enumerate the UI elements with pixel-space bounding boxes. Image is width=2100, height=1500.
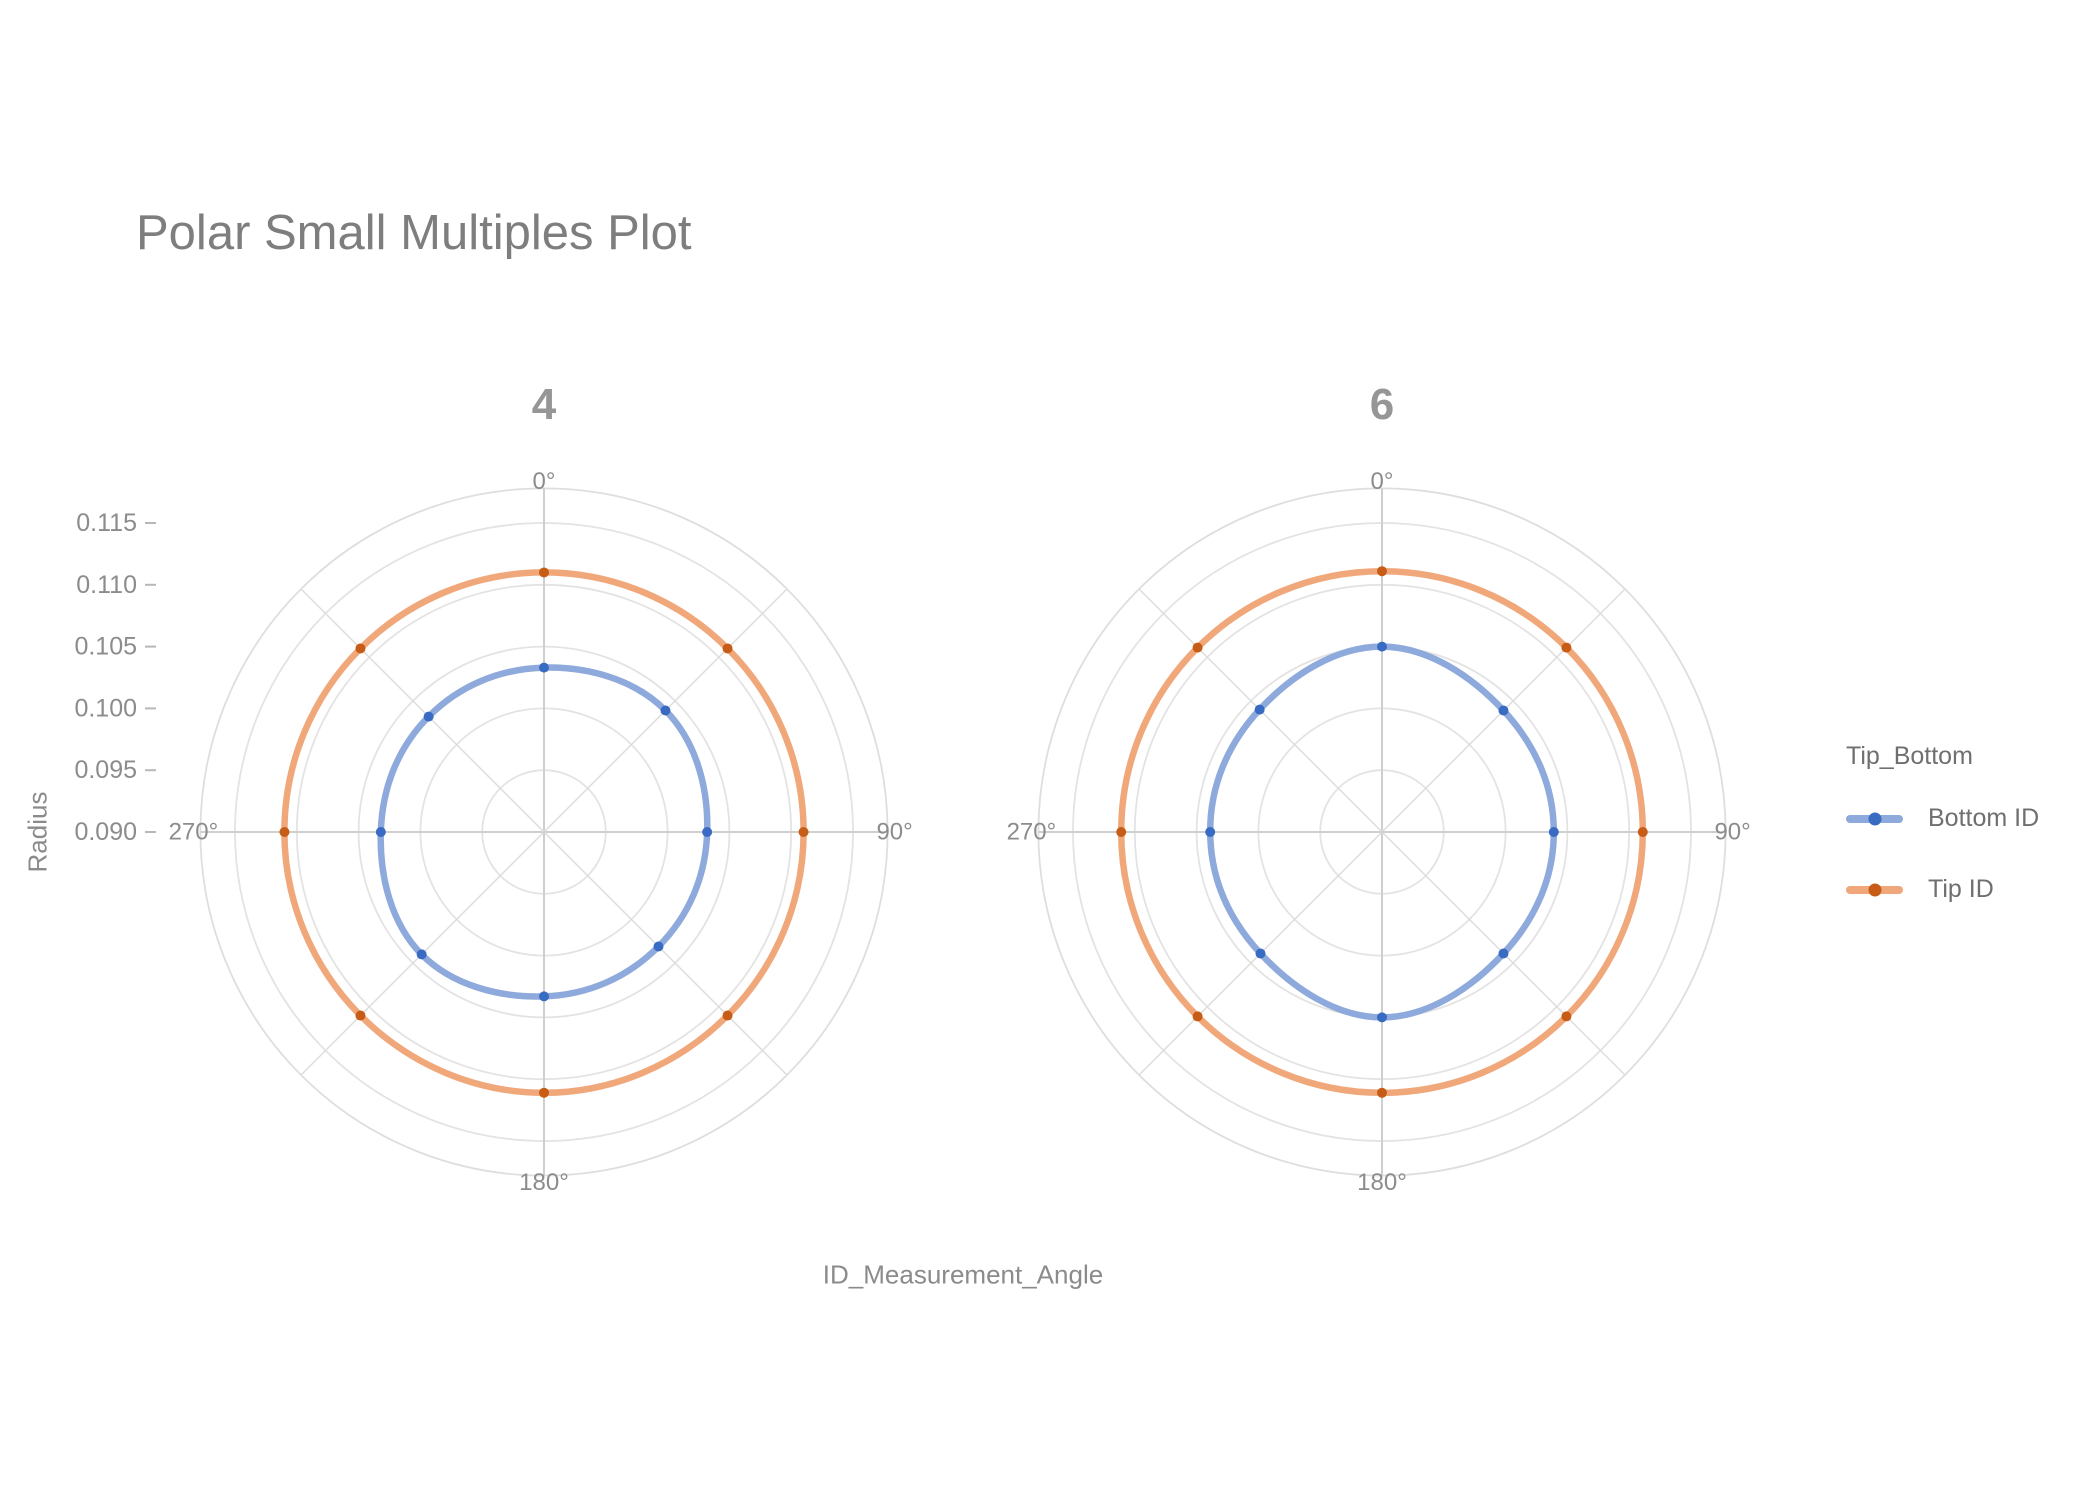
radial-tick-label: 0.095 (74, 756, 137, 784)
series-marker-bottom-id (423, 711, 434, 722)
radial-tick-label: 0.100 (74, 694, 137, 722)
series-marker-tip-id (1377, 1087, 1387, 1098)
radial-tick-label: 0.105 (74, 633, 137, 661)
series-marker-bottom-id (539, 991, 549, 1002)
tip-id-line-swatch (1846, 883, 1903, 896)
series-marker-tip-id (722, 643, 733, 654)
series-marker-bottom-id (1498, 948, 1509, 959)
legend-label: Tip ID (1928, 875, 1994, 903)
series-marker-bottom-id (375, 827, 386, 837)
angular-gridline (300, 588, 545, 833)
chart-title: Polar Small Multiples Plot (136, 206, 692, 260)
series-marker-tip-id (1192, 642, 1203, 653)
series-marker-bottom-id (1205, 827, 1216, 837)
series-marker-tip-id (355, 643, 366, 654)
series-marker-bottom-id (702, 827, 713, 837)
legend-label: Bottom ID (1928, 804, 2040, 832)
series-marker-tip-id (539, 567, 549, 578)
series-marker-bottom-id (660, 705, 671, 716)
radial-tick-label: 0.110 (76, 571, 137, 599)
angular-tick-label: 180° (1357, 1169, 1407, 1196)
legend-entry-bottom-id[interactable]: Bottom ID (1846, 804, 2039, 833)
series-marker-tip-id (798, 827, 809, 837)
angular-tick-label: 90° (1714, 819, 1750, 846)
series-marker-bottom-id (1498, 705, 1509, 716)
series-marker-tip-id (1561, 642, 1572, 653)
angular-tick-label: 0° (533, 468, 556, 495)
radial-tick-label: 0.115 (76, 509, 137, 537)
series-marker-tip-id (1192, 1011, 1203, 1022)
series-marker-tip-id (539, 1087, 549, 1098)
angular-axis-title: ID_Measurement_Angle (822, 1259, 1104, 1290)
series-marker-bottom-id (1255, 948, 1266, 959)
series-marker-tip-id (1637, 827, 1648, 837)
facet-label-6: 6 (1369, 380, 1395, 429)
bottom-id-marker-dot (1868, 812, 1882, 825)
series-marker-bottom-id (653, 941, 664, 952)
radial-tick-label: 0.090 (74, 818, 137, 846)
angular-tick-label: 270° (169, 819, 219, 846)
bottom-id-line-swatch (1846, 812, 1903, 825)
series-marker-bottom-id (416, 949, 427, 960)
series-marker-bottom-id (1548, 827, 1559, 837)
series-marker-tip-id (1116, 827, 1127, 837)
legend: Tip_Bottom Bottom ID Tip ID (1846, 742, 2039, 903)
series-marker-tip-id (1377, 566, 1387, 577)
tip-id-marker-dot (1868, 883, 1882, 896)
series-marker-bottom-id (1254, 704, 1265, 715)
series-marker-tip-id (1561, 1011, 1572, 1022)
series-marker-tip-id (355, 1010, 366, 1021)
angular-tick-label: 90° (876, 819, 912, 846)
angular-tick-label: 180° (519, 1169, 569, 1196)
series-marker-tip-id (722, 1010, 733, 1021)
angular-gridline (543, 831, 788, 1076)
facet-label-4: 4 (531, 380, 557, 429)
series-marker-tip-id (279, 827, 290, 837)
angular-tick-label: 0° (1371, 468, 1394, 495)
legend-entry-tip-id[interactable]: Tip ID (1846, 875, 1994, 904)
radial-axis-title: Radius (22, 791, 53, 873)
series-marker-bottom-id (1377, 641, 1387, 652)
angular-tick-label: 270° (1007, 819, 1057, 846)
legend-title: Tip_Bottom (1846, 742, 1973, 770)
series-marker-bottom-id (1377, 1012, 1387, 1023)
series-marker-bottom-id (539, 662, 549, 673)
